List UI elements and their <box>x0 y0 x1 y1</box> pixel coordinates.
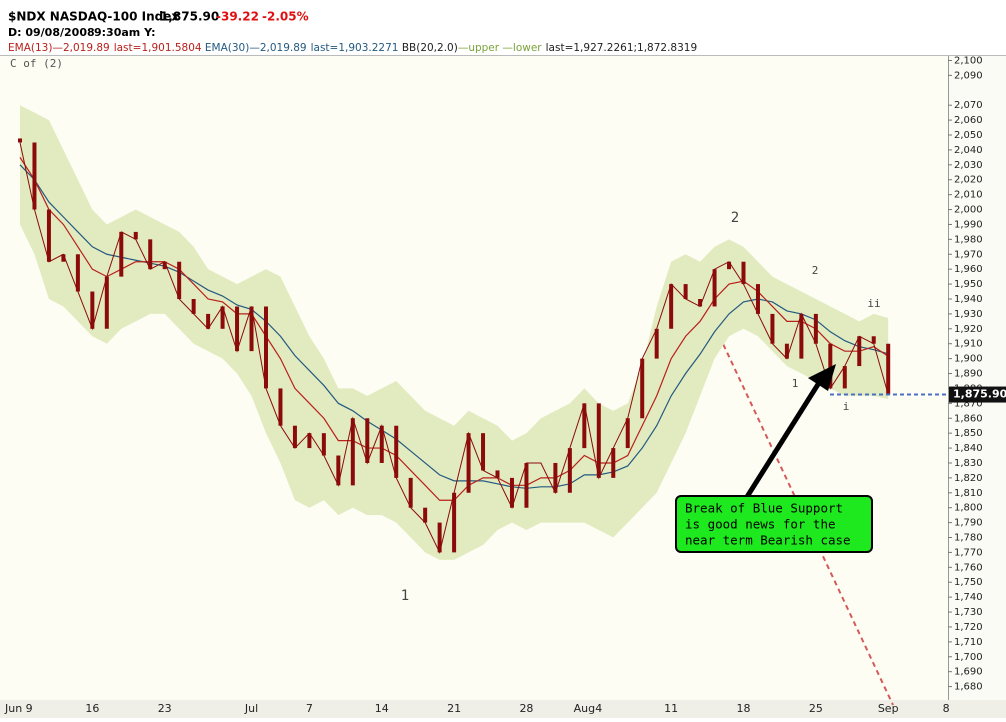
plot-area <box>0 56 948 700</box>
wave-label: 1 <box>792 377 799 390</box>
legend-name: EMA(13) <box>8 42 52 54</box>
symbol: $NDX NASDAQ-100 Index <box>8 10 179 24</box>
x-tick-label: 16 <box>85 702 99 715</box>
y-tick-label: 1,800 <box>954 503 983 514</box>
y-tick-label: 1,730 <box>954 607 983 618</box>
y-tick-label: 1,780 <box>954 533 983 544</box>
wave-label: 1 <box>401 588 409 604</box>
legend-value: 2,019.89 <box>63 42 110 54</box>
date: D: 09/08/2008 <box>8 26 95 39</box>
y-tick-label: 1,770 <box>954 547 983 558</box>
y-tick-label: 1,890 <box>954 369 983 380</box>
y-tick-label: 1,790 <box>954 518 983 529</box>
y-tick-label: 1,920 <box>954 324 983 335</box>
y-tick-label: 1,760 <box>954 562 983 573</box>
x-tick-label: 28 <box>519 702 533 715</box>
x-tick-label: 25 <box>809 702 823 715</box>
header: $NDX NASDAQ-100 Index 1,875.90 -39.22 -2… <box>8 10 309 71</box>
y-tick-label: 2,070 <box>954 100 983 111</box>
y-tick-label: 2,030 <box>954 160 983 171</box>
y-tick-label: 1,930 <box>954 309 983 320</box>
price-line <box>19 142 889 554</box>
y-tick-label: 2,050 <box>954 130 983 141</box>
x-tick-label: 4 <box>595 702 602 715</box>
y-tick-label: 2,060 <box>954 115 983 126</box>
legend-dash: — <box>52 42 63 54</box>
y-tick-label: 1,740 <box>954 592 983 603</box>
y-tick-label: 1,940 <box>954 294 983 305</box>
time: 9:30am Y: <box>94 26 155 39</box>
legend: EMA(13)—2,019.89 last=1,901.5804 EMA(30)—… <box>8 42 697 54</box>
y-tick-label: 1,700 <box>954 652 983 663</box>
y-tick-label: 1,980 <box>954 234 983 245</box>
legend-dash: — <box>458 42 469 54</box>
legend-last: last=1,903.2271 <box>311 42 399 54</box>
y-tick-label: 2,100 <box>954 55 983 66</box>
x-tick-label: 7 <box>306 702 313 715</box>
callout-line: near term Bearish case <box>685 533 851 548</box>
x-tick-label: 8 <box>943 702 950 715</box>
y-tick-label: 1,710 <box>954 637 983 648</box>
y-tick-label: 1,690 <box>954 667 983 678</box>
y-tick-label: 1,950 <box>954 279 983 290</box>
wave-label: 2 <box>731 210 739 226</box>
y-tick-label: 1,720 <box>954 622 983 633</box>
y-tick-label: 1,850 <box>954 428 983 439</box>
y-tick-label: 2,090 <box>954 70 983 81</box>
legend-value: 2,019.89 <box>260 42 307 54</box>
wave-label: i <box>843 400 850 413</box>
x-tick-label: 14 <box>375 702 389 715</box>
y-tick-label: 2,020 <box>954 175 983 186</box>
callout-box <box>675 495 873 553</box>
y-tick-label: 1,990 <box>954 219 983 230</box>
y-tick-label: 2,010 <box>954 190 983 201</box>
legend-name: lower <box>513 42 542 54</box>
change: -39.22 <box>216 10 259 24</box>
last-price: 1,875.90 <box>160 10 219 24</box>
price-tag-label: 1,875.90 <box>953 388 1006 401</box>
x-tick-label: Jul <box>244 702 258 715</box>
arrow-head <box>808 364 836 391</box>
x-tick-label: Jun 9 <box>4 702 33 715</box>
y-tick-label: 1,830 <box>954 458 983 469</box>
y-tick-label: 1,750 <box>954 577 983 588</box>
wave-label: 2 <box>812 264 819 277</box>
legend-name: upper <box>468 42 499 54</box>
y-axis-area <box>948 56 1006 700</box>
x-tick-label: Sep <box>878 702 899 715</box>
callout-line: Break of Blue Support <box>685 501 843 516</box>
y-tick-label: 1,680 <box>954 682 983 693</box>
price-tag <box>949 386 1006 403</box>
y-tick-label: 2,000 <box>954 205 983 216</box>
arrow-shaft <box>742 376 825 502</box>
y-tick-label: 1,840 <box>954 443 983 454</box>
x-tick-label: 18 <box>737 702 751 715</box>
x-tick-label: 21 <box>447 702 461 715</box>
y-tick-label: 1,910 <box>954 339 983 350</box>
legend-dash: — <box>249 42 260 54</box>
y-tick-label: 1,900 <box>954 354 983 365</box>
legend-last: last=1,927.2261;1,872.8319 <box>546 42 698 54</box>
bollinger-band <box>20 105 889 560</box>
y-tick-label: 1,820 <box>954 473 983 484</box>
x-tick-label: Aug <box>574 702 595 715</box>
x-tick-label: 11 <box>664 702 678 715</box>
legend-last: last=1,901.5804 <box>114 42 202 54</box>
wave-label: ii <box>867 297 880 310</box>
y-tick-label: 1,960 <box>954 264 983 275</box>
x-tick-label: 23 <box>158 702 172 715</box>
y-tick-label: 1,860 <box>954 413 983 424</box>
legend-dash: — <box>502 42 513 54</box>
y-tick-label: 1,970 <box>954 249 983 260</box>
study-label: C of (2) <box>10 57 63 70</box>
y-tick-label: 1,870 <box>954 398 983 409</box>
y-tick-label: 1,810 <box>954 488 983 499</box>
legend-name: BB(20,2.0) <box>402 42 458 54</box>
x-axis-area <box>0 700 1006 718</box>
legend-name: EMA(30) <box>205 42 249 54</box>
callout-line: is good news for the <box>685 517 836 532</box>
y-tick-label: 2,040 <box>954 145 983 156</box>
change-pct: -2.05% <box>262 10 309 24</box>
